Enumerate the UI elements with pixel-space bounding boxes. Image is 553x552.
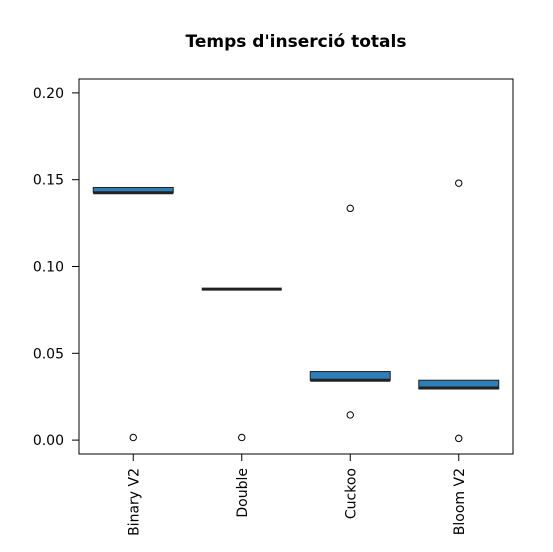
outlier-point: [238, 433, 246, 442]
y-tick-label: 0.15: [33, 173, 64, 189]
box-group: [201, 287, 282, 442]
x-axis: Binary V2 Double Cuckoo Bloom V2: [126, 453, 468, 536]
chart-title: Temps d'inserció totals: [186, 32, 407, 52]
y-tick-label: 0.00: [33, 433, 64, 449]
y-axis: 0.00 0.05 0.10 0.15 0.20: [33, 86, 80, 449]
x-tick-label: Binary V2: [126, 468, 142, 536]
y-tick-label: 0.10: [33, 260, 64, 276]
box-group: [92, 187, 174, 442]
box-group: [418, 179, 500, 443]
outlier-point: [455, 179, 463, 187]
x-tick-label: Cuckoo: [343, 468, 359, 519]
y-tick-label: 0.20: [33, 86, 64, 102]
x-tick-label: Double: [235, 468, 251, 518]
boxes: [92, 179, 500, 443]
box-group: [309, 204, 391, 419]
outlier-point: [346, 204, 354, 213]
y-tick-label: 0.05: [33, 346, 64, 362]
outlier-point: [129, 433, 137, 442]
outlier-point: [346, 411, 354, 419]
outlier-point: [455, 434, 463, 443]
x-tick-label: Bloom V2: [452, 468, 468, 535]
plot-frame: [78, 78, 514, 455]
